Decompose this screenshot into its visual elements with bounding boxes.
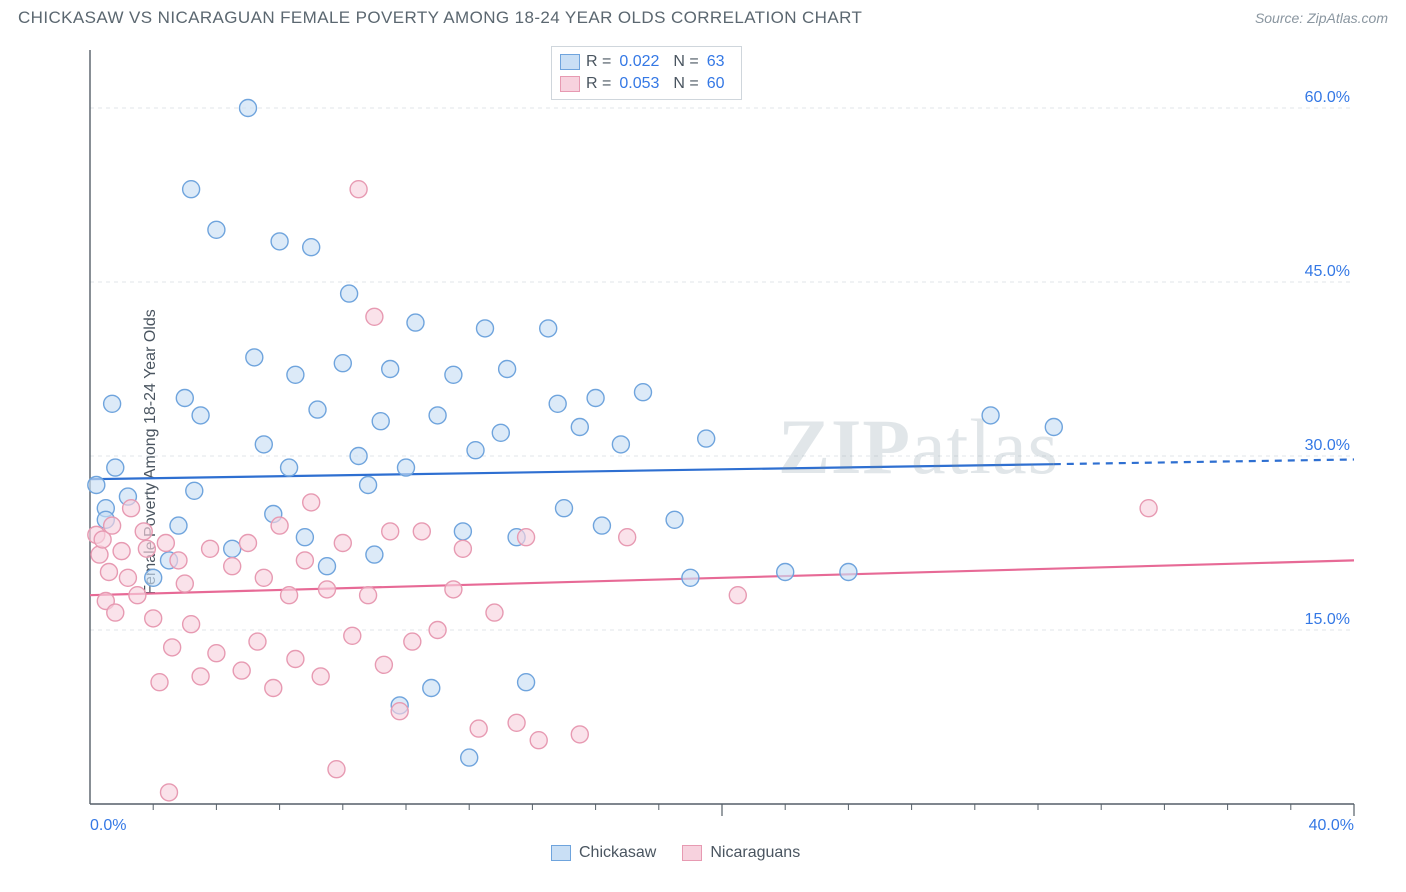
svg-text:0.0%: 0.0% (90, 817, 126, 834)
legend-label: Chickasaw (579, 844, 656, 862)
svg-text:30.0%: 30.0% (1305, 437, 1350, 454)
legend-series: Chickasaw Nicaraguans (551, 844, 800, 862)
legend-swatch (560, 76, 580, 92)
legend-n-value: 63 (707, 53, 725, 71)
legend-swatch (551, 845, 571, 861)
chart-title: CHICKASAW VS NICARAGUAN FEMALE POVERTY A… (18, 8, 862, 28)
chart-area: Female Poverty Among 18-24 Year Olds 15.… (18, 42, 1388, 862)
legend-swatch (560, 54, 580, 70)
legend-correlation: R = 0.022 N = 63 R = 0.053 N = 60 (551, 46, 742, 100)
legend-r-value: 0.022 (619, 53, 659, 71)
legend-r-label: R = (586, 75, 611, 93)
legend-r-value: 0.053 (619, 75, 659, 93)
legend-label: Nicaraguans (710, 844, 800, 862)
legend-item: Nicaraguans (682, 844, 800, 862)
source-label: Source: ZipAtlas.com (1255, 10, 1388, 26)
legend-swatch (682, 845, 702, 861)
legend-row: R = 0.022 N = 63 (560, 51, 733, 73)
legend-n-value: 60 (707, 75, 725, 93)
legend-n-label: N = (673, 75, 698, 93)
svg-text:60.0%: 60.0% (1305, 89, 1350, 106)
scatter-plot: 15.0% 30.0% 45.0% 60.0% 0.0% 40.0% (54, 42, 1372, 872)
legend-row: R = 0.053 N = 60 (560, 73, 733, 95)
legend-item: Chickasaw (551, 844, 656, 862)
svg-text:40.0%: 40.0% (1309, 817, 1354, 834)
legend-n-label: N = (673, 53, 698, 71)
svg-text:45.0%: 45.0% (1305, 263, 1350, 280)
svg-text:15.0%: 15.0% (1305, 611, 1350, 628)
legend-r-label: R = (586, 53, 611, 71)
header: CHICKASAW VS NICARAGUAN FEMALE POVERTY A… (0, 0, 1406, 32)
